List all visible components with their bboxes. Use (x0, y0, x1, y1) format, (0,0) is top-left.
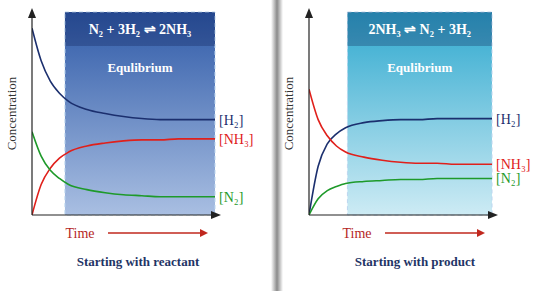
svg-text:Time: Time (65, 226, 94, 241)
svg-text:Equlibrium: Equlibrium (107, 60, 172, 75)
svg-text:Equlibrium: Equlibrium (387, 60, 452, 75)
svg-text:Time: Time (342, 226, 371, 241)
svg-text:[H₂]: [H₂] (219, 113, 243, 128)
svg-text:[NH₃]: [NH₃] (496, 157, 530, 172)
svg-text:Concentration: Concentration (8, 76, 19, 150)
svg-text:Starting with reactant: Starting with reactant (77, 254, 200, 269)
svg-text:[N₂]: [N₂] (219, 190, 243, 205)
svg-text:2NH₃ ⇌ N₂ + 3H₂: 2NH₃ ⇌ N₂ + 3H₂ (368, 22, 471, 37)
svg-text:[N₂]: [N₂] (496, 171, 520, 186)
svg-text:[H₂]: [H₂] (496, 112, 520, 127)
svg-text:Concentration: Concentration (281, 76, 296, 150)
svg-text:[NH₃]: [NH₃] (219, 132, 253, 147)
svg-text:N₂ + 3H₂ ⇌ 2NH₃: N₂ + 3H₂ ⇌ 2NH₃ (89, 22, 192, 37)
svg-text:Starting with product: Starting with product (355, 254, 476, 269)
